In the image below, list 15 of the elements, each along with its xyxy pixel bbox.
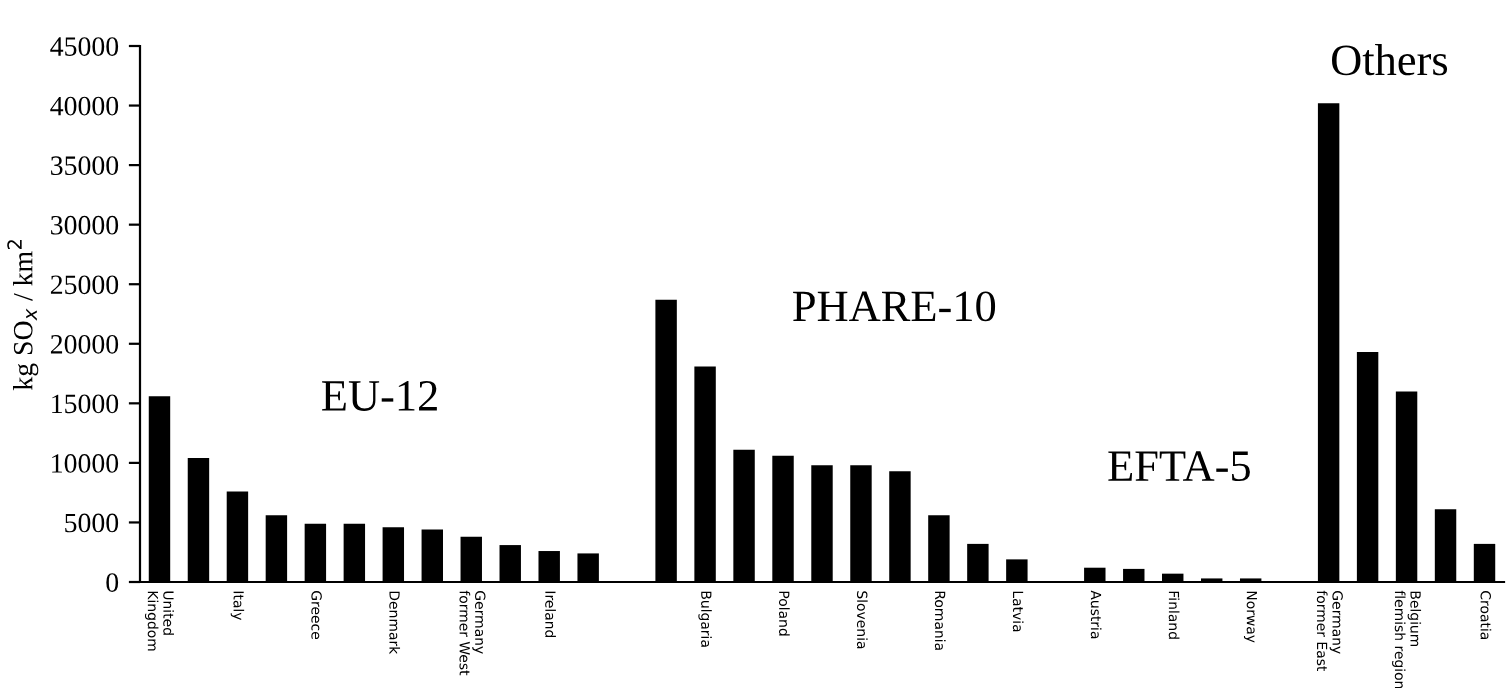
y-axis-title: kg SO$_{x}$ / km$^{2}$	[7, 240, 39, 391]
annotation: EFTA-5	[1108, 451, 1250, 482]
y-tick-label: 35000	[51, 156, 119, 176]
annotation: Others	[1332, 44, 1448, 76]
y-tick-label: 20000	[50, 334, 119, 354]
annotation: EU-12	[322, 381, 437, 411]
y-tick-label: 5000	[65, 513, 119, 533]
y-tick-label: 30000	[51, 215, 119, 235]
y-tick-label: 10000	[52, 454, 119, 473]
y-tick-label: 15000	[52, 394, 119, 414]
annotation: PHARE-10	[793, 291, 996, 322]
y-tick-label: 45000	[50, 37, 119, 56]
y-tick-label: 40000	[50, 96, 119, 116]
y-tick-label: 0	[106, 573, 119, 592]
y-tick-label: 25000	[50, 275, 119, 295]
